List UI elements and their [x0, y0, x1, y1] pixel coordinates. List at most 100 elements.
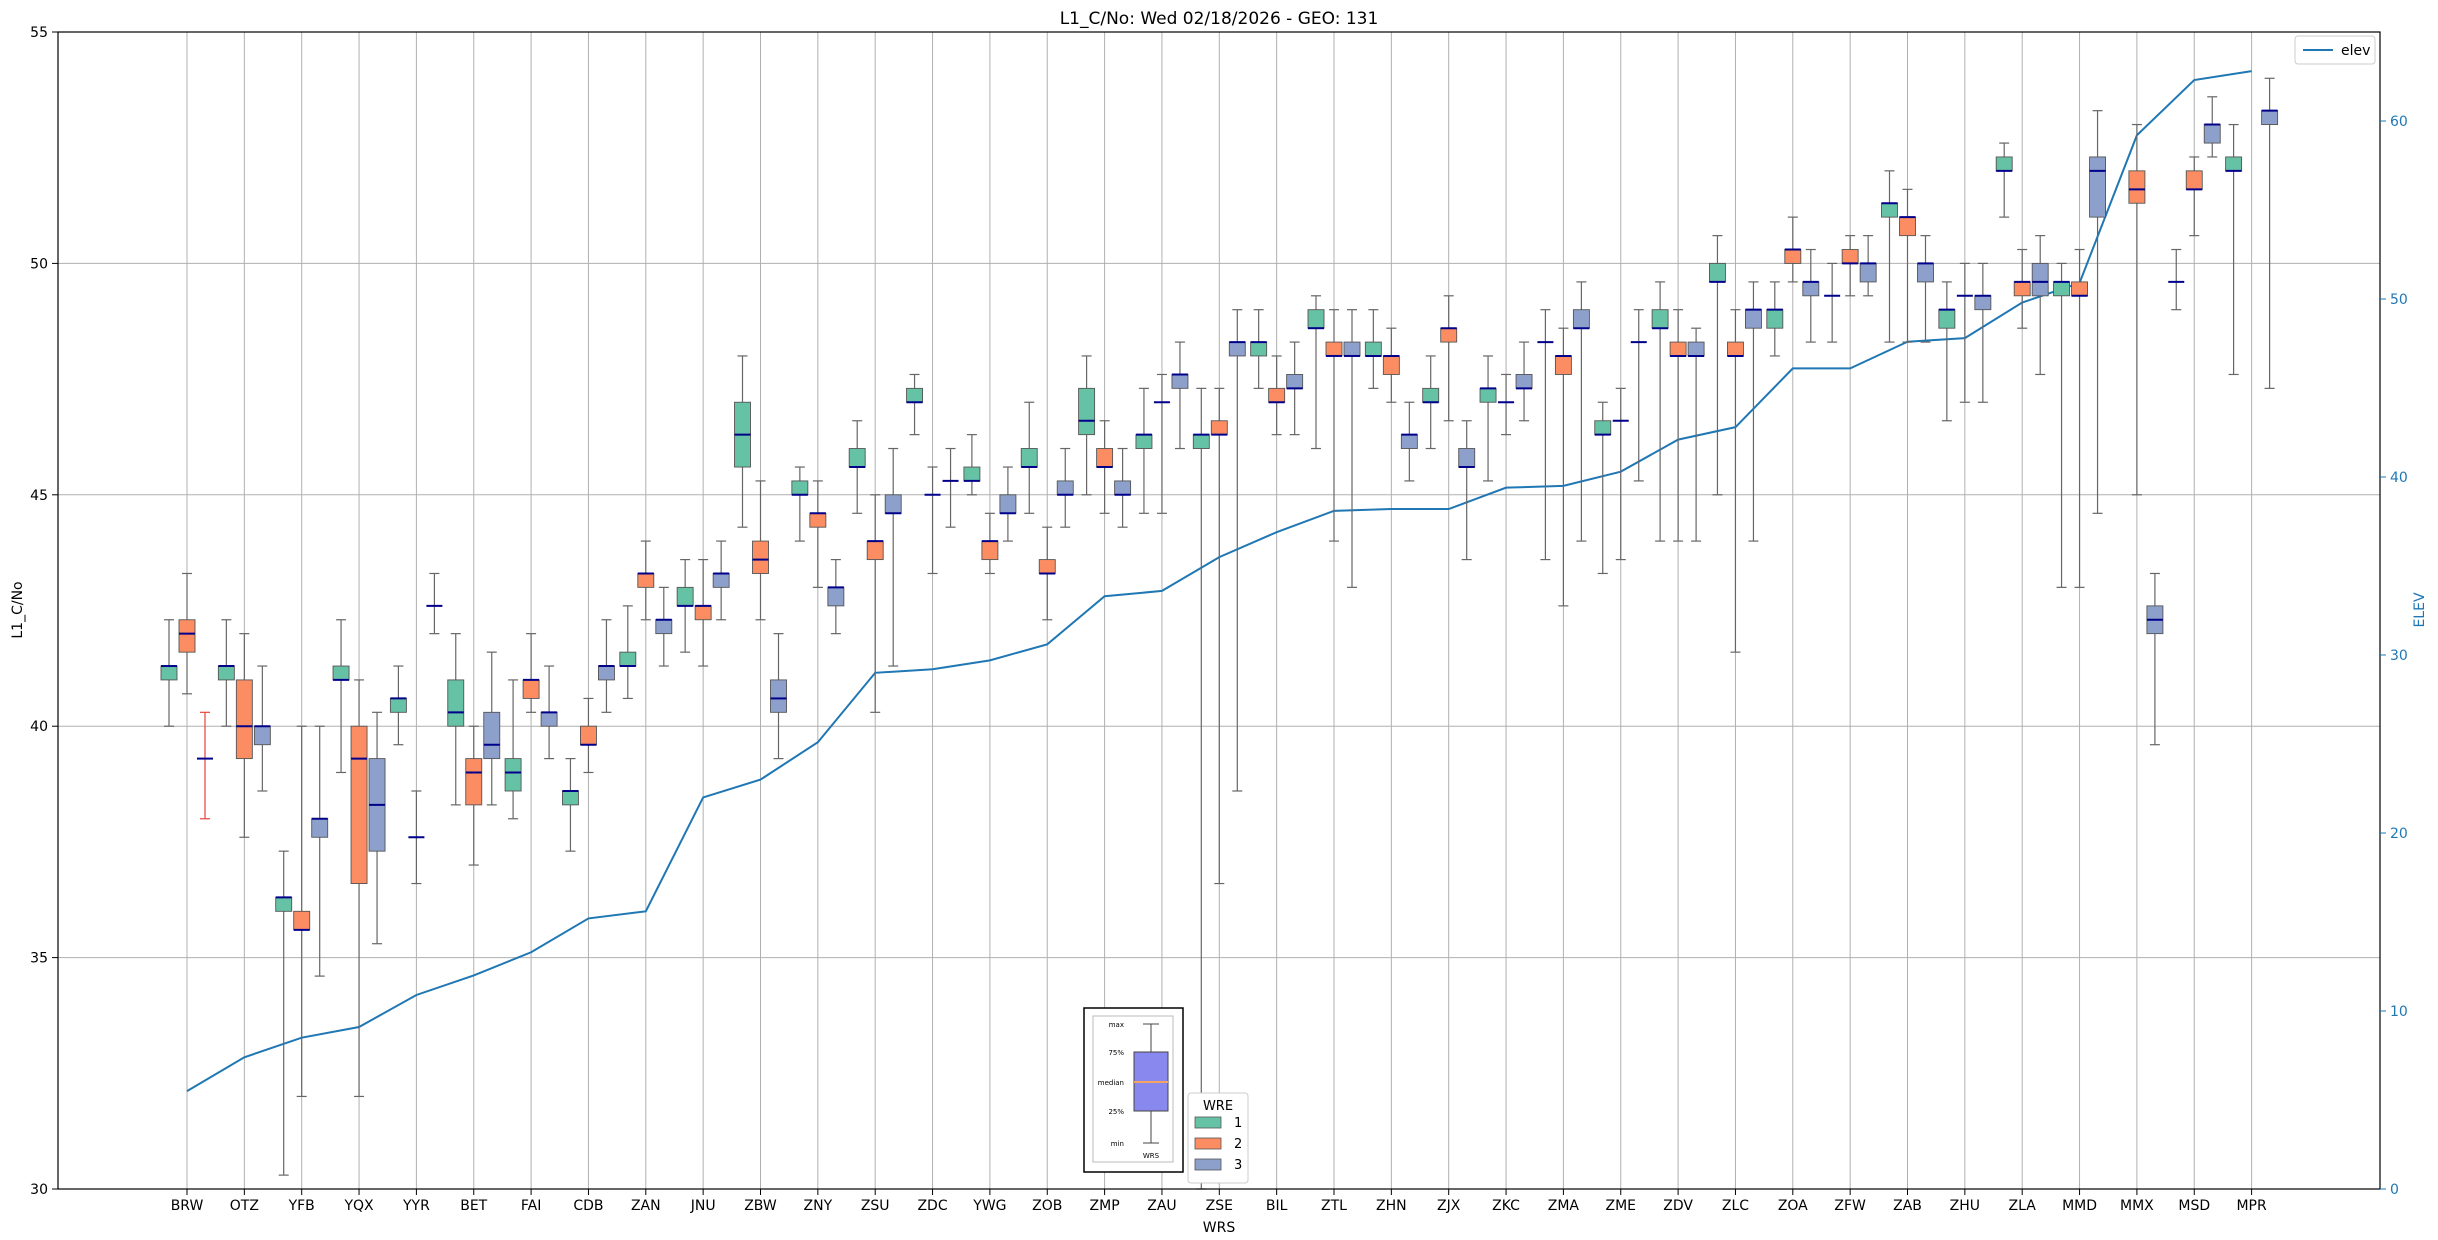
box-yyr-wre1: [389, 665, 407, 746]
box-zau-wre1: [1135, 387, 1153, 514]
iqr-box: [1325, 341, 1343, 357]
box-mmx-wre3: [2146, 572, 2164, 746]
iqr-box: [1400, 434, 1418, 449]
box-ywg-wre2: [981, 512, 999, 575]
box-zhn-wre1: [1364, 309, 1382, 389]
iqr-box: [1859, 262, 1877, 283]
box-mpr-wre1: [2225, 123, 2243, 376]
elev-legend: elev: [2294, 35, 2376, 65]
wre-legend-title: WRE: [1203, 1099, 1233, 1114]
x-tick-label: ZSE: [1206, 1198, 1233, 1214]
box-zme-wre1: [1594, 401, 1612, 575]
elev-legend-frame: [2294, 35, 2376, 65]
box-fai-wre1: [504, 679, 522, 820]
iqr-box: [1192, 434, 1210, 449]
box-jnu-wre2: [694, 558, 712, 667]
iqr-box: [1744, 309, 1762, 329]
box-zlc-wre1: [1708, 235, 1726, 496]
iqr-box: [694, 605, 712, 621]
box-bil-wre2: [1268, 355, 1286, 436]
x-tick-label: ZHU: [1950, 1198, 1980, 1214]
box-zny-wre2: [809, 480, 827, 588]
iqr-box: [963, 466, 981, 482]
elev-legend-label: elev: [2341, 43, 2370, 59]
box-zdc-wre3: [942, 447, 959, 528]
x-tick-label: MPR: [2236, 1198, 2267, 1214]
x-axis-label: WRS: [1203, 1220, 1236, 1236]
y-axis-label: L1_C/No: [10, 581, 26, 638]
x-tick-label: CDB: [573, 1198, 603, 1214]
box-zla-wre2: [2013, 248, 2031, 329]
box-ywg-wre3: [999, 466, 1017, 542]
box-cdb-wre2: [580, 697, 597, 774]
iqr-box: [981, 540, 999, 561]
iqr-box: [1766, 309, 1784, 329]
x-tick-label: ZAB: [1893, 1198, 1922, 1214]
box-key-q3-label: 75%: [1108, 1049, 1124, 1057]
box-zan-wre1: [619, 605, 637, 700]
box-zoa-wre2: [1784, 216, 1802, 283]
iqr-box: [1078, 387, 1096, 436]
x-tick-label: ZLA: [2009, 1198, 2037, 1214]
box-msd-wre2: [2185, 156, 2203, 237]
box-zdc-wre1: [906, 373, 923, 436]
iqr-box: [906, 387, 923, 403]
wre-legend: WRE 1 2 3: [1187, 1092, 1249, 1184]
iqr-box: [1135, 434, 1153, 449]
y-tick-label: 50: [30, 256, 48, 272]
box-zhn-wre3: [1400, 401, 1418, 482]
iqr-box: [1687, 341, 1705, 357]
x-tick-label: BET: [460, 1198, 487, 1214]
iqr-box: [1917, 262, 1934, 283]
x-tick-label: MSD: [2178, 1198, 2210, 1214]
box-brw-wre1: [160, 619, 178, 727]
box-zan-wre3: [655, 586, 673, 667]
iqr-box: [752, 540, 769, 574]
box-zla-wre3: [2031, 235, 2049, 376]
box-zlc-wre3: [1744, 281, 1762, 542]
iqr-box: [712, 573, 730, 588]
x-tick-label: ZOA: [1778, 1198, 1808, 1214]
box-zmp-wre1: [1078, 355, 1096, 496]
iqr-box: [1171, 374, 1189, 389]
iqr-box: [160, 665, 178, 681]
iqr-box: [2053, 281, 2071, 297]
box-zsu-wre2: [866, 494, 884, 713]
iqr-box: [2185, 170, 2203, 190]
x-tick-label: ZMP: [1090, 1198, 1120, 1214]
box-zkc-wre1: [1479, 355, 1497, 482]
iqr-box: [350, 725, 368, 885]
box-ztl-wre2: [1325, 309, 1343, 542]
x-tick-label: YYR: [402, 1198, 430, 1214]
iqr-box: [580, 725, 597, 746]
iqr-box: [1210, 420, 1228, 436]
iqr-box: [999, 494, 1017, 514]
y2-tick-label: 60: [2390, 114, 2408, 130]
box-zmp-wre3: [1114, 447, 1132, 528]
box-bil-wre3: [1286, 341, 1304, 436]
iqr-box: [1572, 309, 1590, 329]
iqr-box: [598, 665, 615, 681]
box-key-min-label: min: [1111, 1140, 1124, 1148]
y-tick-label: 40: [30, 719, 48, 735]
box-zob-wre3: [1056, 447, 1074, 528]
iqr-box: [311, 818, 329, 838]
box-zdv-wre1: [1651, 281, 1669, 542]
box-zhn-wre2: [1382, 327, 1400, 403]
iqr-box: [1458, 448, 1476, 468]
box-jnu-wre3: [712, 540, 730, 621]
box-layer: [160, 77, 2279, 1190]
x-tick-label: MMX: [2120, 1198, 2154, 1214]
box-zny-wre3: [827, 558, 845, 635]
box-zkc-wre3: [1515, 341, 1533, 422]
iqr-box: [253, 725, 271, 746]
iqr-box: [884, 494, 902, 514]
box-zbw-wre3: [770, 633, 787, 760]
iqr-box: [1938, 309, 1956, 329]
x-tick-label: BRW: [171, 1198, 204, 1214]
box-brw-wre3: [197, 711, 213, 820]
iqr-box: [1268, 387, 1286, 403]
box-zfw-wre1: [1824, 262, 1841, 343]
iqr-box: [1422, 387, 1440, 403]
iqr-box: [1784, 249, 1802, 264]
